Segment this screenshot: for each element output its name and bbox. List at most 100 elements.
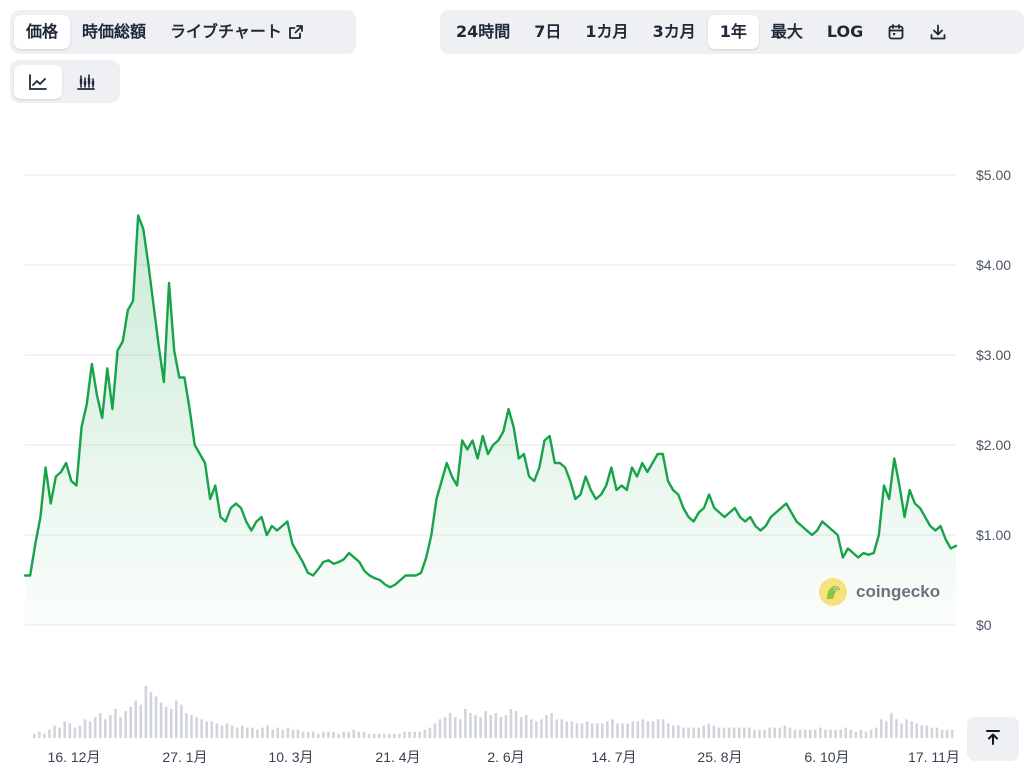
volume-bar — [58, 727, 61, 738]
volume-bar — [210, 721, 214, 738]
volume-bar — [682, 727, 685, 738]
range-7d-label: 7日 — [534, 22, 562, 41]
range-3m-button[interactable]: 3カ月 — [641, 15, 708, 49]
volume-bar — [925, 725, 929, 738]
x-axis-ticks: 16. 12月 27. 1月 10. 3月 21. 4月 2. 6月 14. 7月 25. … — [48, 749, 960, 765]
volume-bar — [905, 719, 908, 738]
volume-bar — [697, 727, 700, 738]
volume-bar — [408, 731, 411, 738]
volume-bar — [885, 721, 888, 738]
price-area — [25, 215, 956, 625]
download-button[interactable] — [917, 15, 959, 49]
volume-bar — [225, 723, 229, 738]
x-tick-label: 27. 1月 — [162, 749, 207, 765]
volume-bar — [109, 715, 112, 738]
volume-bar — [266, 725, 269, 738]
volume-bar — [220, 725, 224, 738]
volume-bar — [509, 708, 513, 738]
line-chart-icon — [28, 73, 48, 91]
volume-bar — [195, 717, 198, 738]
volume-bar — [306, 731, 310, 738]
volume-bar — [641, 719, 645, 738]
tab-market-cap[interactable]: 時価総額 — [70, 15, 158, 49]
volume-bar — [519, 717, 523, 738]
volume-bar — [413, 731, 416, 738]
coingecko-watermark: coingecko — [819, 578, 940, 606]
volume-bar — [854, 731, 858, 738]
tab-price-label: 価格 — [26, 22, 59, 41]
volume-bar — [545, 715, 548, 738]
volume-bar — [484, 710, 487, 738]
chart-type-toggle — [10, 60, 120, 103]
range-log-button[interactable]: LOG — [815, 15, 875, 49]
tab-live-chart[interactable]: ライブチャート — [158, 15, 316, 49]
volume-bar — [702, 725, 706, 738]
volume-bar — [666, 723, 670, 738]
volume-bar — [240, 725, 244, 738]
volume-bar — [758, 729, 761, 738]
volume-bar — [114, 708, 117, 738]
volume-bar — [661, 719, 665, 738]
volume-bar — [621, 723, 624, 738]
range-24h-button[interactable]: 24時間 — [444, 15, 522, 49]
volume-bar — [935, 727, 939, 738]
volume-bar — [443, 717, 447, 738]
volume-bar — [692, 727, 695, 738]
x-tick-label: 16. 12月 — [48, 749, 101, 765]
volume-bar — [235, 727, 239, 738]
range-max-button[interactable]: 最大 — [759, 15, 815, 49]
volume-bar — [743, 727, 746, 738]
volume-bar — [327, 731, 330, 738]
volume-bar — [296, 729, 300, 738]
tab-price[interactable]: 価格 — [14, 15, 71, 49]
scroll-top-button[interactable] — [967, 717, 1019, 761]
volume-bar — [286, 727, 290, 738]
volume-bar — [423, 729, 427, 738]
range-1m-button[interactable]: 1カ月 — [573, 15, 640, 49]
volume-bar — [768, 727, 771, 738]
volume-bar — [256, 729, 259, 738]
external-link-icon — [288, 24, 304, 40]
volume-bar — [824, 729, 827, 738]
volume-bar — [819, 727, 822, 738]
volume-bar — [915, 723, 919, 738]
volume-bar — [580, 723, 584, 738]
volume-bar — [565, 721, 569, 738]
y-tick-label: $2.00 — [976, 437, 1011, 453]
volume-bar — [291, 729, 295, 738]
volume-bar — [798, 729, 802, 738]
range-7d-button[interactable]: 7日 — [522, 15, 573, 49]
volume-bar — [362, 731, 366, 738]
download-icon — [929, 23, 947, 41]
y-tick-label: $1.00 — [976, 527, 1011, 543]
range-3m-label: 3カ月 — [652, 22, 696, 41]
volume-bar — [261, 727, 264, 738]
volume-bar — [550, 713, 553, 738]
range-max-label: 最大 — [770, 22, 803, 41]
volume-bar — [357, 731, 361, 738]
volume-bar — [808, 729, 812, 738]
volume-bar — [38, 731, 41, 738]
volume-bar — [479, 717, 482, 738]
volume-bars — [33, 686, 954, 738]
volume-bar — [499, 717, 503, 738]
volume-bar — [722, 727, 726, 738]
volume-bar — [646, 721, 650, 738]
volume-bar — [159, 702, 163, 738]
candlestick-button[interactable] — [62, 65, 110, 99]
volume-bar — [53, 725, 56, 738]
volume-bar — [418, 731, 422, 738]
volume-bar — [73, 727, 77, 738]
watermark-text: coingecko — [856, 582, 941, 601]
range-1y-button[interactable]: 1年 — [707, 15, 759, 49]
volume-bar — [311, 731, 315, 738]
volume-bar — [803, 729, 807, 738]
volume-bar — [489, 715, 493, 738]
volume-bar — [869, 729, 873, 738]
range-1m-label: 1カ月 — [585, 22, 629, 41]
line-chart-button[interactable] — [14, 64, 62, 99]
volume-bar — [230, 725, 234, 738]
calendar-button[interactable] — [875, 15, 917, 49]
volume-bar — [33, 733, 36, 738]
